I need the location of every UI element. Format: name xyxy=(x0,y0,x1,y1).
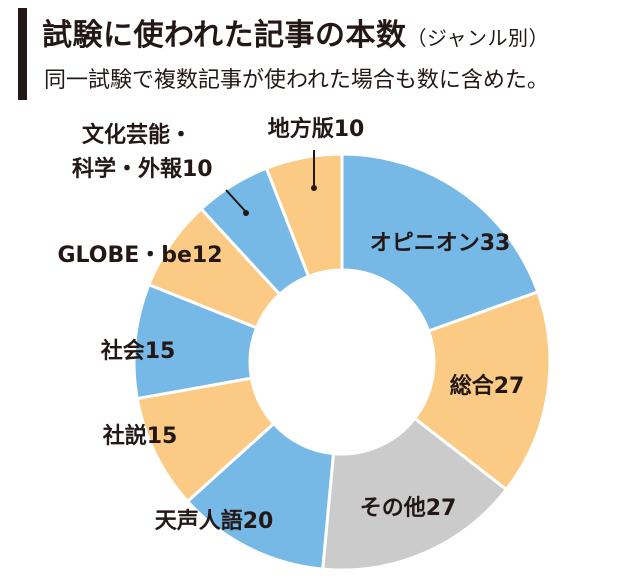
chart-title: 試験に使われた記事の本数（ジャンル別） xyxy=(42,10,549,54)
slice-label-general: 総合27 xyxy=(450,373,525,399)
slice-label-culture-line1: 文化芸能・ xyxy=(82,122,192,148)
leader-dot-local xyxy=(311,185,317,191)
chart-title-text: 試験に使われた記事の本数 xyxy=(42,18,407,53)
donut-slice-2 xyxy=(321,416,509,572)
slice-label-globe: GLOBE・be12 xyxy=(57,243,222,268)
slice-label-other: その他27 xyxy=(360,496,457,521)
slice-labels: オピニオン33 総合27 その他27 天声人語20 社説15 社会15 GLOB… xyxy=(57,116,524,534)
donut-slice-1 xyxy=(412,289,552,492)
donut-slice-8 xyxy=(264,152,344,279)
slice-label-tenseijingo: 天声人語20 xyxy=(155,508,274,534)
leader-dot-culture xyxy=(243,210,249,216)
donut-slices xyxy=(132,152,552,572)
chart-title-note: （ジャンル別） xyxy=(406,26,549,50)
chart-subtitle: 同一試験で複数記事が使われた場合も数に含めた。 xyxy=(44,68,549,93)
slice-label-local: 地方版10 xyxy=(268,116,365,142)
title-accent-bar xyxy=(18,8,27,100)
slice-label-editorial: 社説15 xyxy=(103,423,178,449)
slice-label-society: 社会15 xyxy=(101,338,176,364)
leader-line-culture xyxy=(225,189,247,213)
slice-label-culture-line2: 科学・外報10 xyxy=(72,156,213,182)
slice-label-opinion: オピニオン33 xyxy=(370,231,511,256)
donut-slice-0 xyxy=(340,152,540,333)
leader-lines xyxy=(225,150,317,216)
